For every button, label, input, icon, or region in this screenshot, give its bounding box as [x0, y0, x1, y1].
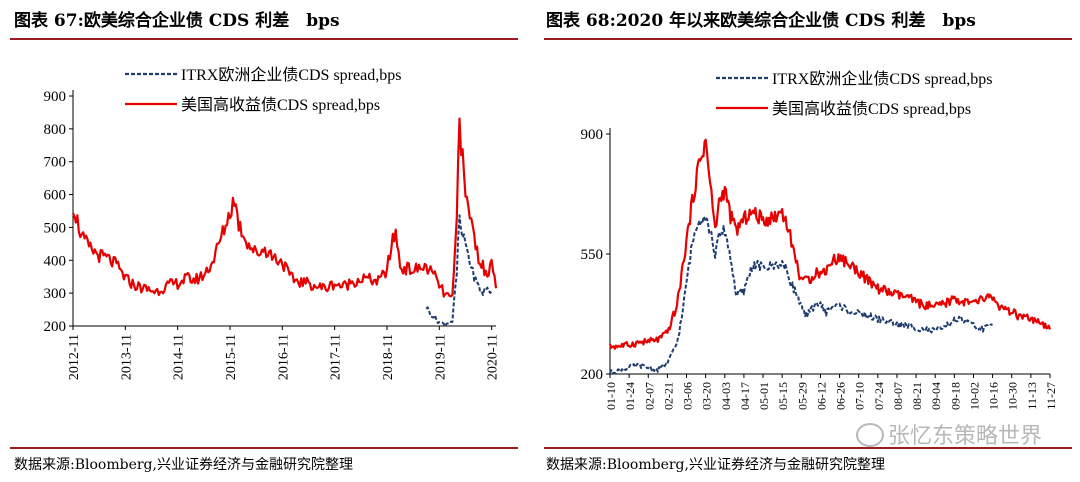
- wechat-icon: [855, 423, 884, 447]
- title-rule-left: [10, 38, 518, 40]
- watermark-text: 张忆东策略世界: [887, 424, 1042, 449]
- y-tick-label: 400: [44, 253, 67, 269]
- chart-title-right: 图表 68:2020 年以来欧美综合企业债 CDS 利差 bps: [546, 11, 976, 31]
- x-tick-label: 2014-11: [172, 334, 187, 380]
- x-tick-label: 2019-11: [433, 334, 448, 380]
- x-tick-label: 10-30: [1006, 382, 1020, 410]
- chart-right-svg: 200 550 900 01-10 01-24 02-07 02-21 03-06 03-20 0…: [581, 70, 1059, 410]
- source-note-right: 数据来源:Bloomberg,兴业证券经济与金融研究院整理: [546, 457, 885, 473]
- us-hy-series-line: [71, 117, 498, 298]
- legend-label: 美国高收益债CDS spread,bps: [772, 100, 971, 118]
- y-tick-label: 700: [44, 155, 67, 171]
- x-tick-label: 2013-11: [119, 334, 134, 380]
- y-tick-label: 800: [44, 122, 67, 138]
- y-tick-label: 550: [581, 247, 604, 263]
- legend-label: ITRX欧洲企业债CDS spread,bps: [181, 66, 401, 84]
- x-tick-label: 07-10: [853, 382, 867, 410]
- x-tick-label: 09-04: [929, 382, 943, 410]
- x-tick-label: 05-29: [795, 382, 809, 410]
- x-tick-label: 04-17: [738, 382, 752, 410]
- x-tick-label: 04-03: [719, 382, 733, 410]
- y-tick-label: 300: [44, 286, 67, 302]
- x-tick-label: 11-13: [1025, 382, 1039, 410]
- legend-label: 美国高收益债CDS spread,bps: [181, 96, 380, 114]
- y-tick-label: 900: [581, 127, 604, 143]
- x-tick-label: 06-26: [834, 382, 848, 410]
- x-tick-label: 01-10: [604, 382, 618, 410]
- x-tick-label: 05-15: [776, 382, 790, 410]
- y-tick-label: 600: [44, 188, 67, 204]
- x-tick-label: 02-07: [642, 382, 656, 410]
- x-tick-label: 11-27: [1044, 382, 1058, 410]
- x-tick-label: 01-24: [623, 382, 637, 410]
- x-tick-label: 06-12: [814, 382, 828, 410]
- source-rule-right: [544, 447, 1072, 449]
- right-chart-panel: 图表 68:2020 年以来欧美综合企业债 CDS 利差 bps 200 550 9…: [540, 0, 1080, 482]
- y-tick-label: 900: [44, 89, 67, 105]
- legend-label: ITRX欧洲企业债CDS spread,bps: [772, 70, 992, 88]
- y-tick-label: 200: [44, 319, 67, 335]
- x-tick-label: 08-21: [910, 382, 924, 410]
- x-tick-label: 05-01: [757, 382, 771, 410]
- x-tick-label: 08-07: [891, 382, 905, 410]
- source-note-left: 数据来源:Bloomberg,兴业证券经济与金融研究院整理: [14, 457, 353, 473]
- x-tick-label: 2017-11: [329, 334, 344, 380]
- itrx-series-line: [609, 215, 993, 375]
- chart-title-left: 图表 67:欧美综合企业债 CDS 利差 bps: [14, 11, 340, 31]
- us-hy-series-line: [608, 138, 1052, 350]
- x-tick-label: 10-02: [967, 382, 981, 410]
- x-tick-label: 2020-11: [486, 334, 501, 380]
- x-tick-label: 07-24: [872, 382, 886, 410]
- watermark: 张忆东策略世界: [855, 418, 1042, 450]
- left-chart-panel: 图表 67:欧美综合企业债 CDS 利差 bps 200 300 400 500 600…: [0, 0, 530, 482]
- y-tick-label: 200: [581, 367, 604, 383]
- x-tick-label: 03-20: [700, 382, 714, 410]
- x-tick-label: 10-16: [987, 382, 1001, 410]
- source-rule-left: [10, 447, 518, 449]
- x-tick-label: 02-21: [661, 382, 675, 410]
- y-tick-label: 500: [44, 220, 67, 236]
- x-tick-label: 2012-11: [67, 334, 82, 380]
- x-tick-label: 03-06: [681, 382, 695, 410]
- itrx-series-line: [425, 214, 493, 328]
- x-tick-label: 09-18: [948, 382, 962, 410]
- title-rule-right: [544, 38, 1072, 40]
- x-tick-label: 2015-11: [224, 334, 239, 380]
- x-tick-label: 2016-11: [276, 334, 291, 380]
- chart-left-svg: 200 300 400 500 600 700 800 900 2012-11 2013-11 20…: [44, 66, 501, 380]
- x-tick-label: 2018-11: [381, 334, 396, 380]
